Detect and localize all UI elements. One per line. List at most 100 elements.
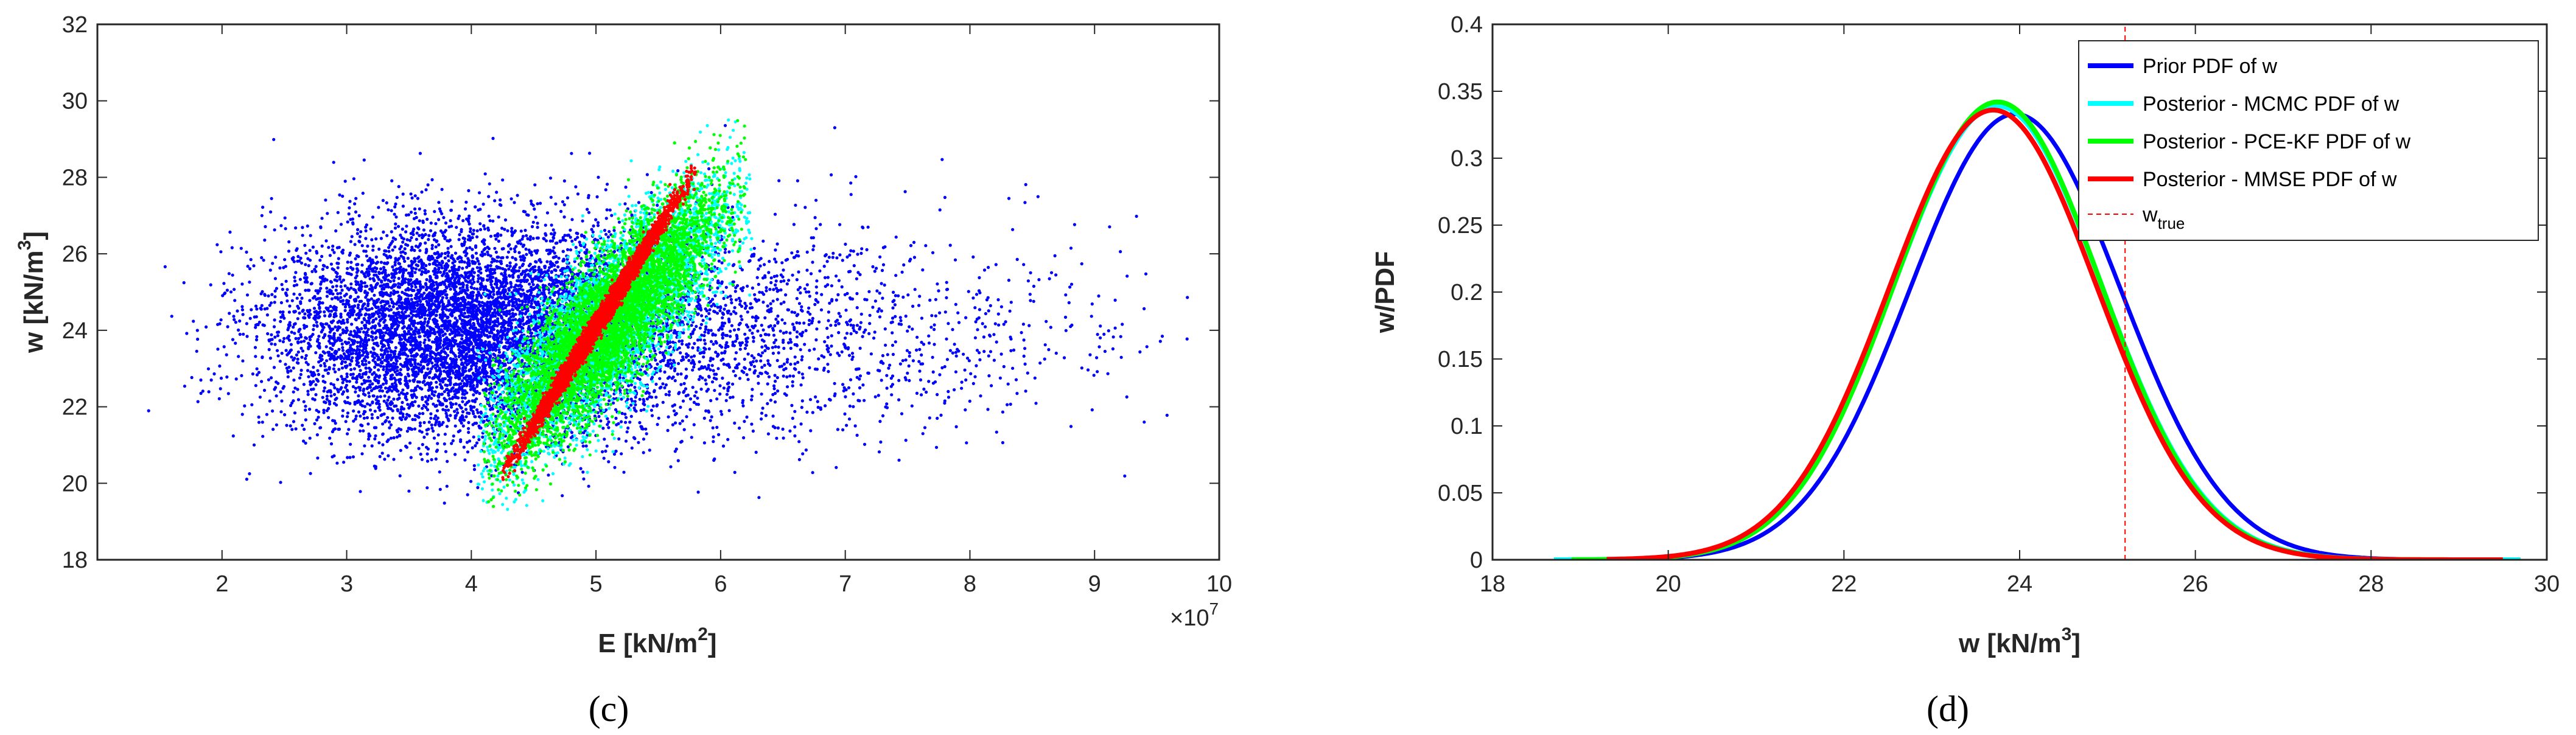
scatter-point: [978, 276, 981, 279]
scatter-point: [733, 421, 737, 425]
scatter-point: [795, 335, 799, 339]
scatter-point: [623, 413, 627, 416]
scatter-point: [569, 248, 573, 252]
scatter-point: [254, 326, 257, 329]
scatter-point: [371, 245, 375, 248]
scatter-point: [317, 372, 321, 377]
scatter-point: [312, 328, 315, 332]
scatter-point: [1090, 408, 1094, 412]
scatter-point: [772, 384, 776, 388]
scatter-point: [518, 299, 522, 303]
scatter-point: [396, 225, 401, 228]
scatter-point: [1143, 420, 1146, 424]
scatter-point: [410, 245, 414, 249]
scatter-point: [313, 268, 317, 271]
scatter-point: [791, 322, 795, 326]
scatter-point: [707, 347, 711, 351]
scatter-point: [341, 349, 345, 352]
scatter-point: [362, 389, 365, 392]
scatter-point: [228, 230, 232, 234]
scatter-point: [943, 195, 947, 200]
scatter-point: [729, 312, 733, 316]
scatter-point: [445, 484, 449, 488]
scatter-point: [552, 246, 556, 249]
scatter-point: [1022, 354, 1026, 358]
scatter-point: [352, 409, 355, 413]
scatter-point: [424, 405, 428, 409]
scatter-point: [834, 320, 838, 324]
scatter-point: [813, 347, 816, 351]
scatter-point: [491, 136, 495, 141]
scatter-point: [392, 279, 396, 282]
scatter-point: [953, 258, 957, 262]
scatter-point: [430, 246, 434, 250]
scatter-point: [382, 266, 386, 270]
scatter-point: [373, 365, 377, 369]
scatter-point: [852, 264, 856, 268]
scatter-point: [1145, 345, 1149, 349]
scatter-point: [842, 386, 846, 389]
scatter-point: [463, 458, 467, 462]
scatter-point: [417, 404, 421, 408]
scatter-point: [968, 399, 971, 403]
scatter-point: [1006, 403, 1009, 406]
scatter-point: [1023, 362, 1027, 366]
scatter-point: [836, 428, 839, 431]
scatter-point: [331, 285, 335, 288]
scatter-point: [528, 262, 532, 266]
scatter-point: [848, 404, 852, 408]
scatter-point: [349, 240, 353, 243]
scatter-point: [394, 202, 397, 206]
scatter-point: [1119, 250, 1122, 254]
scatter-point: [425, 459, 430, 463]
scatter-point: [626, 426, 630, 430]
scatter-point: [686, 393, 690, 397]
scatter-point: [751, 315, 754, 319]
scatter-point: [387, 395, 391, 399]
scatter-point: [440, 187, 444, 191]
scatter-point: [774, 345, 777, 349]
scatter-point: [710, 380, 715, 384]
scatter-point: [366, 327, 370, 331]
scatter-point: [938, 311, 942, 315]
scatter-point: [933, 327, 936, 332]
scatter-point: [1090, 302, 1094, 306]
scatter-point: [614, 416, 618, 420]
scatter-point: [913, 288, 917, 291]
scatter-point: [920, 353, 923, 357]
scatter-point: [849, 181, 853, 185]
scatter-point: [436, 442, 439, 445]
scatter-point: [302, 439, 306, 443]
scatter-point: [754, 450, 758, 455]
scatter-points-group: [147, 118, 1189, 511]
scatter-point: [405, 430, 410, 433]
scatter-point: [287, 249, 291, 253]
scatter-point: [551, 228, 555, 232]
scatter-point: [475, 422, 478, 425]
scatter-point: [424, 241, 427, 245]
scatter-point: [676, 459, 680, 462]
scatter-point: [219, 318, 223, 322]
scatter-point: [292, 366, 295, 370]
scatter-point: [337, 262, 340, 265]
scatter-point: [513, 249, 517, 253]
scatter-point: [945, 280, 948, 284]
scatter-point: [852, 249, 855, 253]
scatter-point: [289, 343, 293, 346]
scatter-point: [457, 331, 461, 335]
scatter-point: [945, 288, 949, 291]
scatter-point: [273, 228, 276, 232]
scatter-point: [393, 263, 397, 266]
scatter-point: [219, 387, 222, 391]
scatter-point: [472, 229, 475, 232]
scatter-point: [873, 330, 877, 334]
scatter-point: [387, 278, 390, 282]
scatter-point: [885, 374, 889, 377]
scatter-point: [812, 244, 816, 248]
scatter-point: [434, 245, 438, 249]
scatter-point: [404, 375, 407, 379]
scatter-point: [478, 392, 481, 395]
scatter-point: [455, 319, 459, 322]
scatter-point: [782, 346, 786, 350]
scatter-point: [574, 185, 578, 189]
